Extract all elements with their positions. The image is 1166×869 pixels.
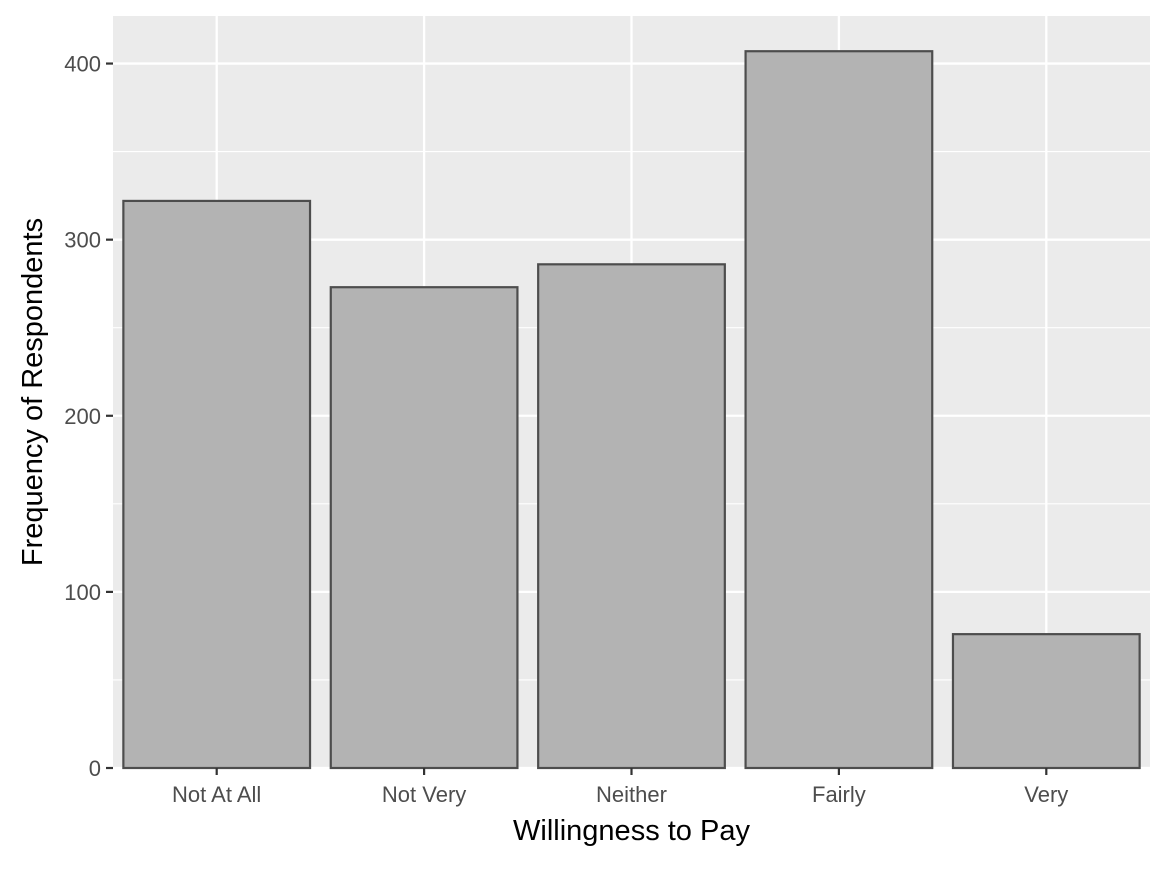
- y-axis: 0 100 200 300 400: [64, 52, 113, 781]
- x-tick-label: Not Very: [382, 782, 466, 807]
- bar-neither: [537, 263, 726, 770]
- bar-fairly: [744, 50, 934, 770]
- x-tick-label: Very: [1024, 782, 1068, 807]
- x-axis: Not At All Not Very Neither Fairly Very: [172, 768, 1068, 807]
- y-tick-label: 200: [64, 404, 101, 429]
- y-tick-label: 100: [64, 580, 101, 605]
- bar-not-at-all: [122, 199, 312, 770]
- bar-not-very: [329, 286, 519, 770]
- x-tick-label: Fairly: [812, 782, 866, 807]
- y-axis-title: Frequency of Respondents: [17, 218, 49, 566]
- y-tick-label: 300: [64, 228, 101, 253]
- bar-very: [951, 633, 1141, 770]
- bars: [122, 50, 1141, 770]
- x-tick-label: Neither: [596, 782, 667, 807]
- y-tick-label: 0: [89, 756, 101, 781]
- x-axis-title: Willingness to Pay: [513, 815, 750, 847]
- y-tick-label: 400: [64, 52, 101, 77]
- x-tick-label: Not At All: [172, 782, 261, 807]
